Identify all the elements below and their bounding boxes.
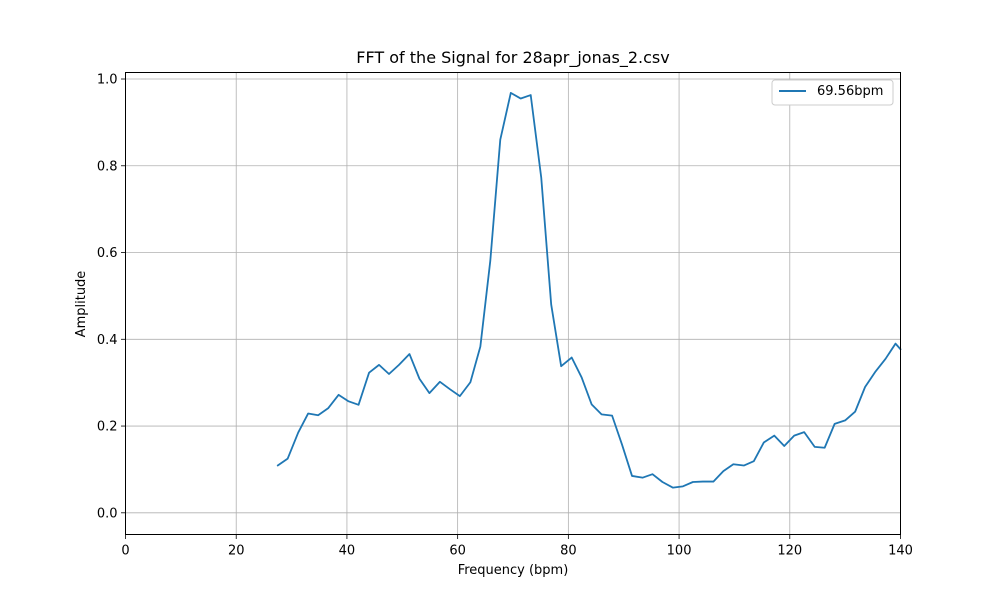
x-tick-label: 120 (777, 544, 802, 559)
chart-title: FFT of the Signal for 28apr_jonas_2.csv (356, 48, 669, 68)
x-axis-label: Frequency (bpm) (458, 563, 569, 578)
plot-frame (125, 72, 901, 535)
y-tick-label: 0.8 (97, 159, 118, 174)
x-tick-label: 140 (888, 544, 913, 559)
x-tick-label: 60 (449, 544, 466, 559)
x-tick-label: 40 (339, 544, 356, 559)
y-tick-label: 0.0 (97, 506, 118, 521)
y-axis-label: Amplitude (74, 271, 89, 338)
y-tick-label: 0.4 (97, 333, 118, 348)
y-tick-label: 1.0 (97, 73, 118, 88)
series-layer (276, 91, 902, 489)
legend-box (771, 79, 894, 106)
axis-ticks: 0 20 40 60 80 100 120 140 0.0 0.2 0.4 0.6 0.8 1.0 (97, 73, 913, 559)
series-line (276, 91, 902, 489)
y-tick-label: 0.6 (97, 246, 118, 261)
x-tick-label: 100 (667, 544, 692, 559)
x-tick-label: 80 (560, 544, 577, 559)
x-tick-label: 0 (121, 544, 129, 559)
y-tick-label: 0.2 (97, 420, 118, 435)
legend: 69.56bpm (771, 79, 894, 106)
x-tick-label: 20 (228, 544, 245, 559)
legend-label: 69.56bpm (817, 84, 883, 99)
